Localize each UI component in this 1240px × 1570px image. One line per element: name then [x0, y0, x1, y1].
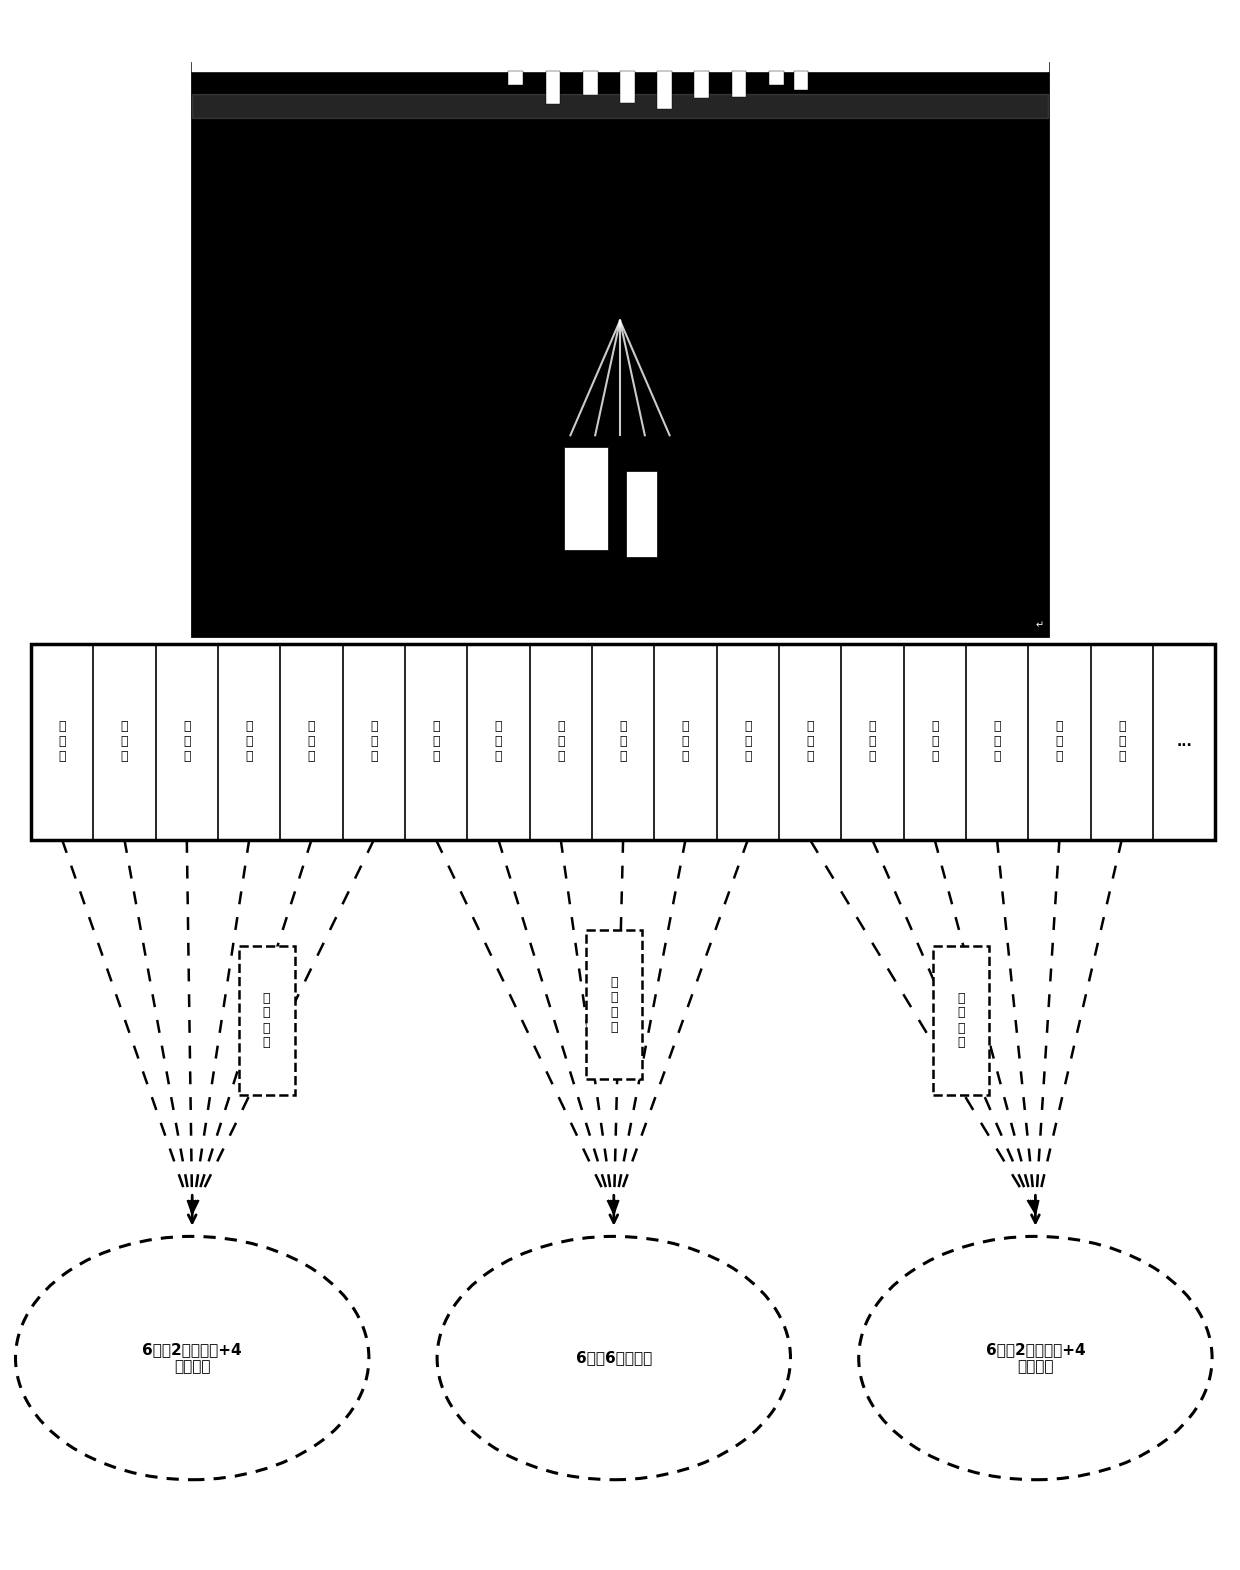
Text: ...: ...: [1177, 735, 1192, 749]
Text: 反
向
插
秧: 反 向 插 秧: [610, 977, 618, 1033]
Bar: [31, 644, 1215, 840]
Ellipse shape: [436, 1237, 791, 1479]
Text: 不
育
系: 不 育 系: [370, 721, 377, 763]
Text: 不
育
系: 不 育 系: [931, 721, 939, 763]
Text: 恢
复
系: 恢 复 系: [869, 721, 877, 763]
Text: 不
育
系: 不 育 系: [993, 721, 1001, 763]
Text: 不
育
系: 不 育 系: [744, 721, 751, 763]
Bar: [564, 447, 608, 550]
Bar: [583, 71, 598, 94]
Text: 不
育
系: 不 育 系: [308, 721, 315, 763]
Text: 正
向
插
秧: 正 向 插 秧: [957, 992, 965, 1049]
Bar: [626, 471, 657, 557]
Bar: [794, 71, 808, 91]
Text: 不
育
系: 不 育 系: [495, 721, 502, 763]
Bar: [934, 945, 990, 1096]
Text: 6行：2行恢复系+4
行不育系: 6行：2行恢复系+4 行不育系: [143, 1342, 242, 1374]
Bar: [546, 71, 560, 104]
Text: 恢
复
系: 恢 复 系: [806, 721, 813, 763]
Text: 不
育
系: 不 育 系: [1118, 721, 1126, 763]
Text: 不
育
系: 不 育 系: [1055, 721, 1063, 763]
Text: 6行：2行恢复系+4
行不育系: 6行：2行恢复系+4 行不育系: [986, 1342, 1085, 1374]
Text: 不
育
系: 不 育 系: [246, 721, 253, 763]
Text: ↵: ↵: [1035, 620, 1044, 630]
Bar: [620, 71, 635, 102]
Bar: [694, 71, 709, 97]
Bar: [238, 945, 295, 1096]
Bar: [732, 71, 746, 97]
Ellipse shape: [15, 1237, 370, 1479]
Bar: [508, 71, 523, 85]
Text: 不
育
系: 不 育 系: [682, 721, 689, 763]
Text: 6行：6行不育系: 6行：6行不育系: [575, 1350, 652, 1366]
Text: 正
向
插
秧: 正 向 插 秧: [263, 992, 270, 1049]
Text: 不
育
系: 不 育 系: [433, 721, 440, 763]
Bar: [769, 71, 784, 85]
Ellipse shape: [858, 1237, 1211, 1479]
Text: 不
育
系: 不 育 系: [184, 721, 191, 763]
Bar: [657, 71, 672, 110]
Text: 不
育
系: 不 育 系: [619, 721, 627, 763]
Text: 恢
复
系: 恢 复 系: [120, 721, 128, 763]
Bar: [192, 63, 1048, 636]
Text: 恢
复
系: 恢 复 系: [58, 721, 66, 763]
Bar: [585, 929, 642, 1080]
Text: 不
育
系: 不 育 系: [557, 721, 564, 763]
